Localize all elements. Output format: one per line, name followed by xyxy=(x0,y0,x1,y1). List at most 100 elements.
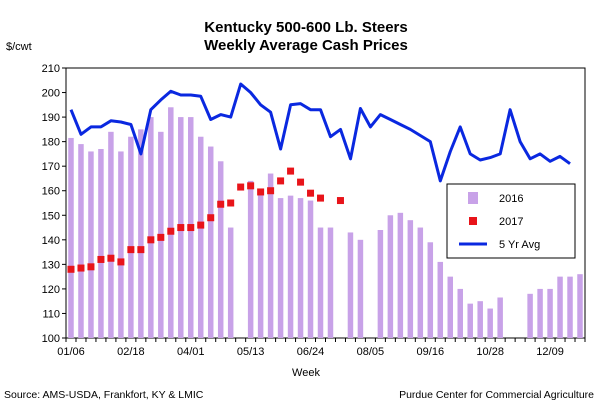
bar-2016 xyxy=(317,227,324,338)
point-2017 xyxy=(157,233,165,241)
bar-2016 xyxy=(98,149,104,338)
bar-2016 xyxy=(387,215,394,338)
point-2017 xyxy=(177,224,185,232)
bar-2016 xyxy=(427,242,434,338)
bar-2016 xyxy=(437,261,444,338)
bar-2016 xyxy=(447,276,454,338)
point-2017 xyxy=(287,167,295,175)
bar-2016 xyxy=(567,276,573,338)
bar-2016 xyxy=(487,308,493,338)
y-tick-label: 120 xyxy=(42,284,60,296)
legend-label: 2016 xyxy=(499,193,523,205)
chart-title-line-2: Weekly Average Cash Prices xyxy=(204,37,408,54)
point-2017 xyxy=(257,188,265,196)
bar-2016 xyxy=(457,288,463,338)
y-tick-label: 210 xyxy=(42,63,60,75)
point-2017 xyxy=(97,255,105,263)
plot-area: 100 110 120 130 140 150 160 170 180 190 200 210 01/0… xyxy=(42,63,586,358)
point-2017 xyxy=(77,264,85,272)
bar-2016 xyxy=(168,107,174,338)
y-tick-label: 160 xyxy=(42,186,60,198)
y-tick-label: 130 xyxy=(42,259,60,271)
point-2017 xyxy=(207,214,215,222)
point-2017 xyxy=(197,221,205,229)
x-tick-label: 02/18 xyxy=(117,346,145,358)
legend-label: 2017 xyxy=(499,216,523,228)
y-tick-label: 190 xyxy=(42,112,60,124)
x-tick-label: 06/24 xyxy=(297,346,325,358)
point-2017 xyxy=(317,194,325,202)
bar-2016 xyxy=(557,276,563,338)
bar-2016 xyxy=(407,220,414,338)
bar-2016 xyxy=(417,227,424,338)
bar-2016 xyxy=(247,180,254,338)
legend: 2016 2017 5 Yr Avg xyxy=(446,183,576,259)
bar-2016 xyxy=(577,274,583,338)
point-2017 xyxy=(247,182,255,190)
point-2017 xyxy=(147,236,155,244)
bar-2016 xyxy=(327,227,334,338)
x-axis-label: Week xyxy=(292,367,320,379)
legend-label: 5 Yr Avg xyxy=(499,239,540,251)
y-tick-label: 170 xyxy=(42,161,60,173)
bar-2016 xyxy=(347,232,354,338)
source-note: Source: AMS-USDA, Frankfort, KY & LMIC xyxy=(4,389,204,401)
y-tick-label: 150 xyxy=(42,210,60,222)
bar-2016 xyxy=(497,297,503,338)
bar-2016 xyxy=(277,198,284,338)
x-tick-label: 12/09 xyxy=(536,346,564,358)
bar-2016 xyxy=(138,129,144,338)
point-2017 xyxy=(137,246,145,254)
bar-2016 xyxy=(148,117,154,338)
point-2017 xyxy=(336,197,344,205)
bar-2016 xyxy=(377,230,384,338)
legend-swatch-point xyxy=(469,217,477,225)
point-2017 xyxy=(187,224,195,232)
credit-note: Purdue Center for Commercial Agriculture xyxy=(399,389,594,401)
x-tick-label: 04/01 xyxy=(177,346,205,358)
line-5yr-avg xyxy=(69,82,571,183)
bar-2016 xyxy=(78,144,84,338)
bar-2016 xyxy=(217,161,224,338)
bar-2016 xyxy=(357,239,364,338)
y-tick-label: 110 xyxy=(42,308,60,320)
y-tick-label: 180 xyxy=(42,137,60,149)
bar-2016 xyxy=(477,301,483,338)
point-2017 xyxy=(127,246,135,254)
point-2017 xyxy=(107,254,115,262)
bar-2016 xyxy=(267,173,274,338)
bar-2016 xyxy=(118,151,124,338)
bar-2016 xyxy=(297,198,304,338)
bar-2016 xyxy=(537,288,543,338)
x-tick-label: 01/06 xyxy=(57,346,85,358)
bar-2016 xyxy=(197,136,204,338)
legend-swatch-bar xyxy=(468,192,478,204)
point-2017 xyxy=(267,187,275,195)
bar-2016 xyxy=(307,200,314,338)
bar-2016 xyxy=(128,136,134,338)
bar-2016 xyxy=(68,137,74,338)
point-2017 xyxy=(277,177,285,185)
bar-2016 xyxy=(207,146,214,338)
bar-2016 xyxy=(547,288,553,338)
point-2017 xyxy=(297,178,305,186)
y-axis-label: $/cwt xyxy=(6,41,32,53)
x-tick-label: 10/28 xyxy=(476,346,504,358)
chart-title-line-1: Kentucky 500-600 Lb. Steers xyxy=(204,19,407,36)
point-2017 xyxy=(67,265,75,273)
point-2017 xyxy=(307,189,315,197)
point-2017 xyxy=(217,200,225,208)
point-2017 xyxy=(117,258,125,266)
bar-2016 xyxy=(108,131,114,338)
point-2017 xyxy=(237,183,245,191)
bar-2016 xyxy=(287,195,294,338)
point-2017 xyxy=(87,263,95,271)
x-tick-label: 09/16 xyxy=(417,346,445,358)
y-tick-label: 140 xyxy=(42,235,60,247)
y-tick-label: 200 xyxy=(42,88,60,100)
bar-2016 xyxy=(227,227,234,338)
x-tick-label: 08/05 xyxy=(357,346,385,358)
bar-2016 xyxy=(88,151,94,338)
